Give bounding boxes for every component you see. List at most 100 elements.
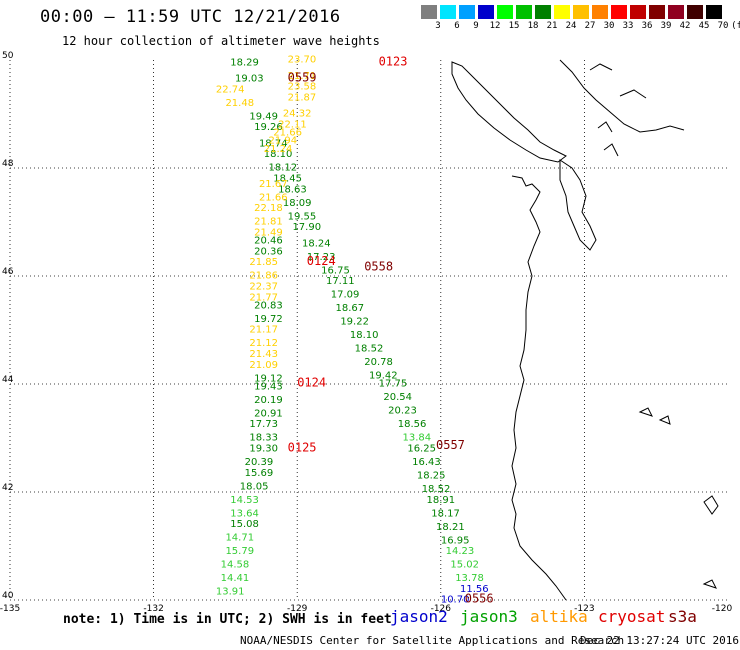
wave-height-value: 21.77	[249, 292, 278, 303]
wave-height-value: 19.55	[288, 211, 317, 222]
axis-tick-labels: -135 -132 -129 -126 -123 -120 50 48 46 44 42 40	[0, 51, 732, 614]
colorbar-swatch	[516, 5, 532, 19]
wave-height-value: 21.67	[259, 179, 288, 190]
colorbar-swatch	[706, 5, 722, 19]
coastline-vancouver-island	[451, 61, 567, 163]
wave-height-value: 20.54	[383, 392, 412, 403]
wave-height-value: 18.09	[283, 198, 312, 209]
wave-height-value: 21.87	[288, 93, 317, 104]
wave-height-value: 16.43	[412, 457, 441, 468]
colorbar-label: 42	[679, 21, 691, 31]
wave-height-value: 21.81	[254, 217, 283, 228]
generated-timestamp: Dec 22 13:27:24 UTC 2016	[580, 634, 739, 647]
colorbar-label: 3	[435, 21, 441, 31]
satellite-name: altika	[530, 607, 588, 626]
wave-height-value: 21.43	[249, 349, 278, 360]
wave-height-value: 13.91	[216, 587, 245, 598]
colorbar-swatch	[611, 5, 627, 19]
colorbar-swatch	[459, 5, 475, 19]
wave-height-value: 15.02	[450, 560, 479, 571]
wave-height-value: 18.05	[240, 481, 269, 492]
wave-height-value: 20.91	[254, 408, 283, 419]
wave-height-value: 10.70	[441, 595, 470, 606]
pass-time-label: 0556	[465, 592, 494, 606]
wave-height-value: 18.10	[264, 149, 293, 160]
wave-height-value: 18.91	[426, 495, 455, 506]
satellite-name: jason3	[460, 607, 518, 626]
wave-height-value: 21.24	[264, 144, 293, 155]
colorbar-label: 21	[546, 21, 558, 31]
colorbar-label: 6	[454, 21, 460, 31]
wave-height-value: 19.22	[340, 317, 369, 328]
lon-tick-label: -120	[712, 604, 733, 614]
wave-height-value: 14.53	[230, 495, 259, 506]
wave-height-value: 21.48	[225, 98, 254, 109]
wave-height-value: 22.74	[216, 84, 245, 95]
colorbar-swatch	[440, 5, 456, 19]
wave-height-value: 15.69	[245, 468, 274, 479]
wave-height-value: 18.21	[436, 522, 465, 533]
colorbar-swatch	[687, 5, 703, 19]
wave-height-value: 21.17	[249, 325, 278, 336]
map-title: 00:00 – 11:59 UTC 12/21/2016	[40, 7, 341, 27]
wave-height-value: 16.95	[441, 535, 470, 546]
wave-height-value: 18.33	[249, 433, 278, 444]
wave-height-value: 19.43	[254, 381, 283, 392]
pass-time-label: 0124	[307, 254, 336, 268]
colorbar-label: 9	[473, 21, 479, 31]
wave-height-value: 21.94	[269, 136, 298, 147]
wave-height-value: 17.23	[307, 252, 336, 263]
colorbar-label: 15	[508, 21, 520, 31]
lat-tick-label: 42	[2, 483, 13, 493]
satellite-name: jason2	[390, 607, 448, 626]
lat-tick-label: 48	[2, 159, 14, 169]
satellite-name: s3a	[668, 607, 697, 626]
map-subtitle: 12 hour collection of altimeter wave hei…	[62, 34, 380, 48]
wave-height-value: 18.17	[431, 508, 460, 519]
wave-height-value: 18.29	[230, 57, 259, 68]
lon-tick-label: -126	[431, 604, 452, 614]
colorbar-swatch	[554, 5, 570, 19]
pass-time-label: 0559	[288, 71, 317, 85]
wave-height-value: 13.84	[403, 433, 432, 444]
colorbar-swatch	[649, 5, 665, 19]
wave-height-value: 18.45	[273, 174, 302, 185]
colorbar-label: 24	[565, 21, 577, 31]
wave-height-value: 20.36	[254, 246, 283, 257]
wave-height-value: 18.12	[269, 163, 298, 174]
wave-height-value: 13.78	[455, 573, 484, 584]
lon-tick-label: -123	[574, 604, 594, 614]
wave-height-value: 21.49	[254, 228, 283, 239]
agency-footer: NOAA/NESDIS Center for Satellite Applica…	[240, 634, 625, 647]
wave-height-value: 21.71	[288, 71, 317, 82]
colorbar-label: 30	[603, 21, 615, 31]
coastline-puget-sound	[559, 159, 597, 251]
colorbar-swatch	[573, 5, 589, 19]
lat-tick-label: 44	[2, 375, 14, 385]
wave-height-value: 20.83	[254, 300, 283, 311]
wave-height-value: 18.25	[417, 471, 446, 482]
wave-height-value: 14.71	[225, 533, 254, 544]
colorbar-label: 39	[660, 21, 672, 31]
lon-tick-label: -129	[287, 604, 308, 614]
colorbar-label: 45	[698, 21, 710, 31]
colorbar-label: 70	[717, 21, 729, 31]
pass-time-label: 0125	[288, 441, 317, 455]
colorbar-label: 33	[622, 21, 634, 31]
wave-height-value: 24.32	[283, 109, 312, 120]
colorbar-label: 27	[584, 21, 596, 31]
coastline	[451, 59, 719, 601]
wave-height-value: 19.42	[369, 371, 398, 382]
wave-height-value: 18.52	[422, 484, 451, 495]
wave-height-value: 14.41	[221, 573, 250, 584]
colorbar-label: 36	[641, 21, 653, 31]
lon-tick-label: -132	[143, 604, 163, 614]
wave-height-value: 20.39	[245, 457, 274, 468]
wave-height-value: 19.72	[254, 314, 283, 325]
wave-height-value: 18.67	[336, 303, 365, 314]
wave-height-value: 14.23	[446, 546, 475, 557]
coastline-mainland	[511, 175, 567, 601]
colorbar-swatch	[535, 5, 551, 19]
wave-height-value: 21.12	[249, 338, 278, 349]
